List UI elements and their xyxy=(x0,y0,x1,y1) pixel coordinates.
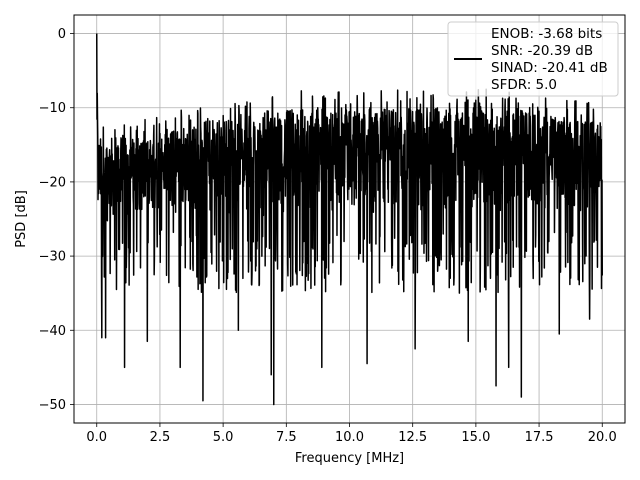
x-tick-label: 15.0 xyxy=(461,430,490,445)
legend-box xyxy=(447,21,619,97)
y-tick-label: −40 xyxy=(39,324,66,339)
psd-series xyxy=(96,33,603,406)
x-axis-label: Frequency [MHz] xyxy=(295,451,404,466)
x-tick-label: 10.0 xyxy=(335,430,364,445)
y-tick-label: 0 xyxy=(58,27,66,42)
legend-entry-snr: SNR: -20.39 dB xyxy=(491,43,593,59)
x-tick-label: 20.0 xyxy=(588,430,617,445)
legend: ENOB: -3.68 bits SNR: -20.39 dB SINAD: -… xyxy=(447,21,619,97)
y-tick-label: −20 xyxy=(39,175,66,190)
x-tick-label: 2.5 xyxy=(150,430,171,445)
y-tick-label: −30 xyxy=(39,250,66,265)
x-tick-label: 12.5 xyxy=(398,430,427,445)
x-tick-label: 5.0 xyxy=(213,430,234,445)
y-axis-ticks: 0 −10 −20 −30 −40 −50 xyxy=(39,27,74,413)
x-tick-label: 17.5 xyxy=(525,430,554,445)
x-tick-label: 7.5 xyxy=(276,430,297,445)
x-axis-ticks: 0.0 2.5 5.0 7.5 10.0 12.5 15.0 17.5 20.0 xyxy=(86,423,617,445)
y-axis-label: PSD [dB] xyxy=(14,190,29,248)
x-tick-label: 0.0 xyxy=(86,430,107,445)
psd-series-line xyxy=(96,33,603,406)
y-tick-label: −50 xyxy=(39,398,66,413)
y-tick-label: −10 xyxy=(39,101,66,116)
legend-entry-enob: ENOB: -3.68 bits xyxy=(491,26,602,42)
legend-entry-sinad: SINAD: -20.41 dB xyxy=(491,60,608,76)
legend-entry-sfdr: SFDR: 5.0 xyxy=(491,77,557,93)
